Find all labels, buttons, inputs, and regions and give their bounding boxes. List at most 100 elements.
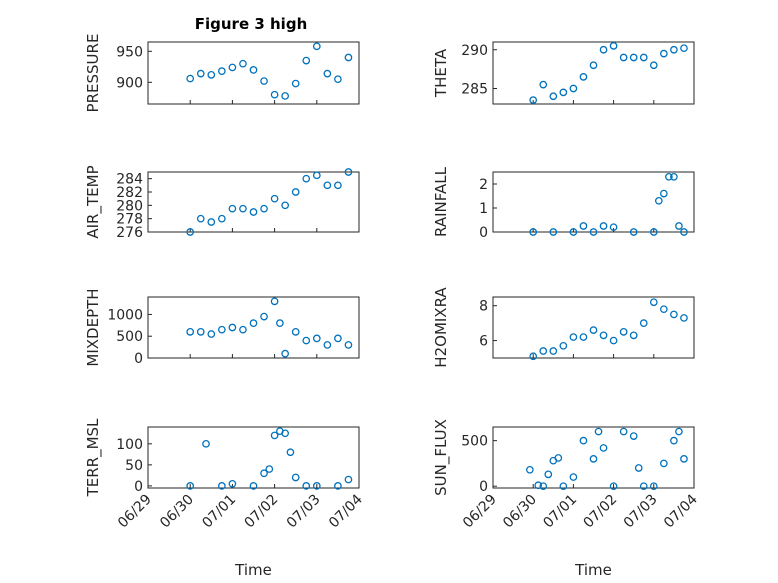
axes-box	[492, 171, 695, 233]
data-point	[680, 314, 688, 322]
data-point	[196, 69, 205, 78]
data-point	[302, 56, 311, 65]
subplot-sun-flux: 0 500 06/29 06/30 07/01 07/02 07/03 07/04 Time SU…	[432, 419, 701, 579]
data-point	[549, 92, 558, 101]
data-point	[239, 59, 247, 68]
data-point	[207, 218, 216, 226]
data-point	[228, 63, 237, 72]
data-point	[680, 455, 688, 463]
y-tick-label: 276	[116, 225, 143, 241]
data-point	[218, 67, 226, 75]
data-point	[249, 319, 258, 327]
data-point	[654, 196, 663, 205]
axes-box	[147, 426, 360, 489]
data-point	[599, 45, 608, 54]
data-point	[599, 444, 608, 452]
data-point	[218, 214, 226, 223]
x-axis-label: Time	[574, 561, 612, 579]
data-point	[680, 228, 688, 236]
data-point	[344, 168, 353, 176]
data-point	[260, 77, 268, 85]
data-point	[260, 469, 268, 478]
figure-title: Figure 3 high	[195, 15, 308, 33]
data-point	[276, 319, 284, 327]
data-point	[549, 228, 558, 236]
data-point	[270, 431, 279, 440]
y-tick-label: 0	[479, 479, 488, 495]
data-point	[579, 73, 588, 81]
data-point	[228, 323, 237, 332]
data-point	[529, 228, 538, 236]
y-tick-label: 2	[479, 177, 488, 193]
x-tick-label: 07/01	[540, 492, 580, 532]
data-point	[539, 482, 548, 491]
data-point	[554, 454, 563, 462]
data-point	[659, 305, 668, 314]
x-axis-label: Time	[234, 561, 272, 579]
data-point	[569, 84, 578, 93]
x-tick-label: 06/29	[460, 492, 500, 532]
data-point	[286, 448, 295, 457]
data-point	[539, 347, 548, 355]
data-point	[291, 328, 300, 336]
y-tick-label: 282	[116, 185, 143, 201]
axes-box	[147, 171, 360, 233]
data-point	[609, 336, 618, 345]
data-point	[270, 90, 279, 99]
data-point	[218, 482, 226, 490]
y-tick-label: 100	[116, 437, 143, 453]
data-point	[559, 88, 568, 97]
y-tick-label: 278	[116, 212, 143, 228]
data-point	[569, 473, 578, 481]
data-point	[291, 473, 300, 482]
y-tick-label: 900	[116, 75, 143, 91]
data-point	[629, 228, 638, 236]
data-point	[239, 204, 247, 213]
x-tick-label: 07/02	[581, 492, 621, 532]
data-point	[249, 66, 258, 74]
data-point	[196, 328, 205, 336]
y-axis-label: PRESSURE	[84, 34, 102, 113]
data-point	[529, 352, 538, 361]
data-point	[228, 479, 237, 488]
data-point	[265, 465, 274, 473]
y-tick-label: 8	[479, 299, 488, 315]
data-point	[559, 341, 568, 350]
data-point	[594, 427, 603, 436]
data-point	[619, 328, 628, 336]
data-point	[291, 188, 300, 196]
y-tick-label: 950	[116, 44, 143, 60]
data-point	[334, 181, 342, 190]
data-point	[186, 482, 195, 490]
y-tick-label: 0	[134, 479, 143, 495]
data-point	[281, 349, 289, 358]
data-point	[659, 49, 668, 58]
data-point	[312, 171, 321, 180]
y-axis-label: H2OMIXRA	[432, 287, 450, 368]
y-tick-label: 0	[134, 351, 143, 367]
data-point	[670, 172, 678, 181]
data-point	[334, 334, 342, 343]
data-point	[186, 228, 195, 236]
data-point	[260, 204, 268, 213]
y-axis-label: AIR_TEMP	[84, 165, 103, 238]
data-point	[534, 481, 543, 490]
data-point	[239, 325, 247, 334]
data-point	[649, 61, 658, 70]
y-tick-label: 500	[116, 329, 143, 345]
data-point	[619, 53, 628, 62]
axes-box	[492, 41, 695, 105]
data-point	[344, 341, 353, 349]
data-point	[609, 482, 618, 491]
data-point	[559, 482, 568, 491]
y-axis-label: RAINFALL	[432, 166, 450, 237]
data-point	[249, 208, 258, 216]
data-point	[186, 74, 195, 83]
data-point	[569, 333, 578, 341]
data-point	[579, 222, 588, 230]
y-tick-label: 285	[461, 82, 488, 98]
subplot-h2omixra: 6 8 H2OMIXRA	[432, 287, 695, 368]
y-tick-label: 6	[479, 334, 488, 350]
